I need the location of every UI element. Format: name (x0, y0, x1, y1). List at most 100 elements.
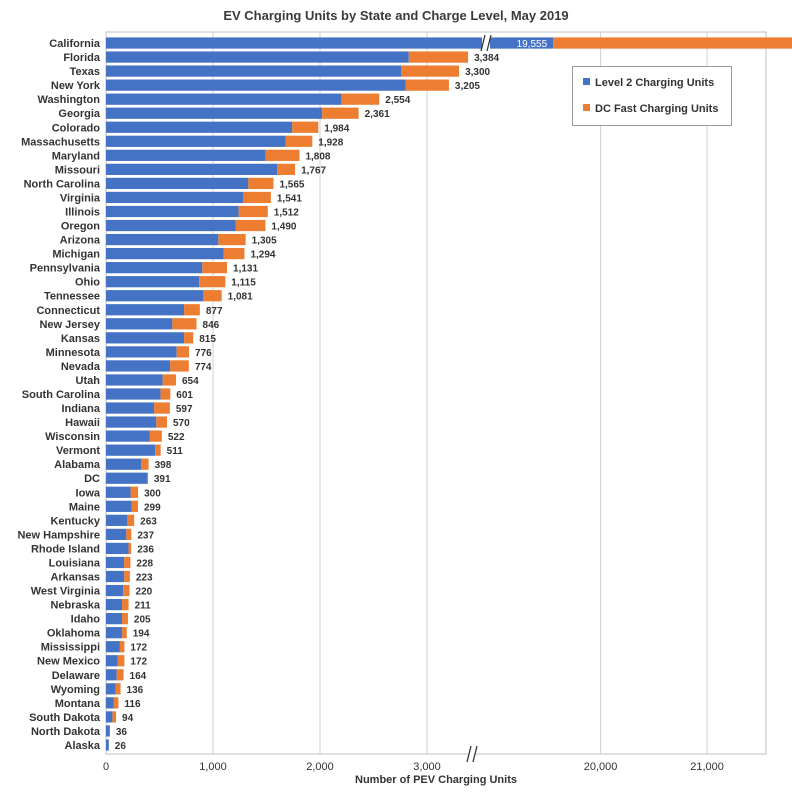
bar-dcfast (203, 290, 222, 302)
total-label: 1,565 (279, 179, 304, 190)
legend-item-level2: Level 2 Charging Units (583, 77, 714, 89)
bar-level2 (106, 598, 123, 611)
total-label: 223 (136, 573, 153, 584)
bar-dcfast (322, 107, 359, 119)
total-label: 3,205 (455, 81, 480, 92)
chart-title: EV Charging Units by State and Charge Le… (223, 8, 569, 23)
total-label: 116 (124, 699, 141, 710)
total-label: 36 (116, 727, 128, 738)
category-label: Arizona (60, 235, 101, 247)
bar-dcfast (218, 233, 246, 246)
x-tick-label: 1,000 (199, 761, 227, 773)
bar-dcfast (405, 79, 449, 91)
bar-level2 (106, 388, 161, 400)
bar-dcfast (126, 528, 132, 541)
category-label: Indiana (61, 403, 100, 415)
total-label: 194 (133, 629, 150, 640)
total-label: 1,541 (277, 193, 302, 204)
category-label: Kentucky (50, 515, 100, 527)
bar-level2 (106, 711, 113, 723)
bar-dcfast (553, 37, 792, 49)
category-label: Michigan (52, 249, 100, 261)
total-label: 211 (135, 601, 152, 612)
bar-level2 (106, 486, 131, 498)
category-label: Louisiana (49, 557, 101, 569)
bar-dcfast (170, 360, 189, 372)
bar-level2 (106, 556, 125, 569)
bar-dcfast (117, 655, 125, 667)
total-label: 1,490 (271, 222, 296, 233)
bar-dcfast (149, 430, 162, 442)
bar-dcfast (116, 669, 124, 681)
category-label: New Jersey (39, 319, 100, 331)
bar-level2 (106, 655, 118, 667)
bar-dcfast (122, 598, 129, 611)
category-label: Massachusetts (21, 136, 100, 148)
bar-dcfast (141, 458, 149, 470)
category-label: Illinois (65, 206, 100, 218)
total-label: 94 (122, 713, 134, 724)
total-label: 877 (206, 306, 223, 317)
bar-dcfast (199, 276, 226, 288)
bar-dcfast (238, 205, 268, 218)
bar-level2 (106, 233, 219, 246)
bar-level2 (106, 374, 163, 386)
category-label: Minnesota (46, 347, 101, 359)
bar-axis-break-line (480, 34, 486, 52)
total-label: 522 (168, 432, 185, 443)
legend-swatch-dcfast (583, 104, 590, 111)
bar-dcfast (408, 51, 469, 63)
bar-level2 (106, 149, 266, 161)
total-label: 228 (136, 558, 153, 569)
bar-level2 (106, 360, 171, 372)
total-label: 172 (130, 643, 147, 654)
bar-level2 (106, 163, 278, 175)
category-label: Missouri (55, 164, 100, 176)
total-label: 601 (176, 390, 193, 401)
category-label: New Hampshire (17, 529, 100, 541)
inner-value-label: 19,555 (517, 39, 548, 50)
bar-dcfast (154, 402, 170, 414)
bar-dcfast (128, 542, 132, 555)
category-label: Nevada (61, 361, 101, 373)
total-label: 1,512 (274, 207, 299, 218)
category-label: Oregon (61, 221, 100, 233)
bar-level2 (106, 318, 173, 330)
bar-dcfast (242, 191, 271, 204)
total-label: 1,305 (252, 236, 277, 247)
bar-dcfast (127, 514, 135, 526)
total-label: 220 (136, 587, 153, 598)
bar-level2 (106, 135, 286, 147)
total-label: 300 (144, 488, 161, 499)
legend: Level 2 Charging Units DC Fast Charging … (572, 66, 732, 126)
category-label: Washington (37, 94, 100, 106)
bar-level2 (106, 725, 110, 737)
bar-level2 (106, 247, 224, 260)
bar-level2 (106, 93, 342, 105)
bar-dcfast (122, 627, 127, 639)
category-label: South Carolina (22, 389, 101, 401)
bar-level2 (106, 65, 402, 77)
category-label: Rhode Island (31, 543, 100, 555)
total-label: 1,294 (250, 250, 275, 261)
bar-level2 (106, 500, 132, 512)
bar-level2 (106, 444, 156, 456)
bar-dcfast (202, 262, 228, 274)
bar-level2 (106, 346, 177, 358)
bar-dcfast (155, 444, 161, 456)
bar-dcfast (223, 247, 245, 260)
bar-level2 (106, 627, 123, 639)
total-label: 26 (115, 741, 127, 752)
total-label: 815 (199, 334, 216, 345)
bar-level2 (106, 191, 243, 204)
x-axis-break-line (466, 745, 472, 763)
bar-dcfast (115, 683, 121, 695)
category-label: Connecticut (36, 305, 100, 317)
category-label: Utah (76, 375, 101, 387)
bar-dcfast (285, 135, 313, 147)
bar-dcfast (292, 121, 319, 133)
total-label: 654 (182, 376, 199, 387)
x-tick-label: 21,000 (690, 761, 724, 773)
total-label: 3,384 (474, 53, 499, 64)
bar-level2 (106, 290, 204, 302)
